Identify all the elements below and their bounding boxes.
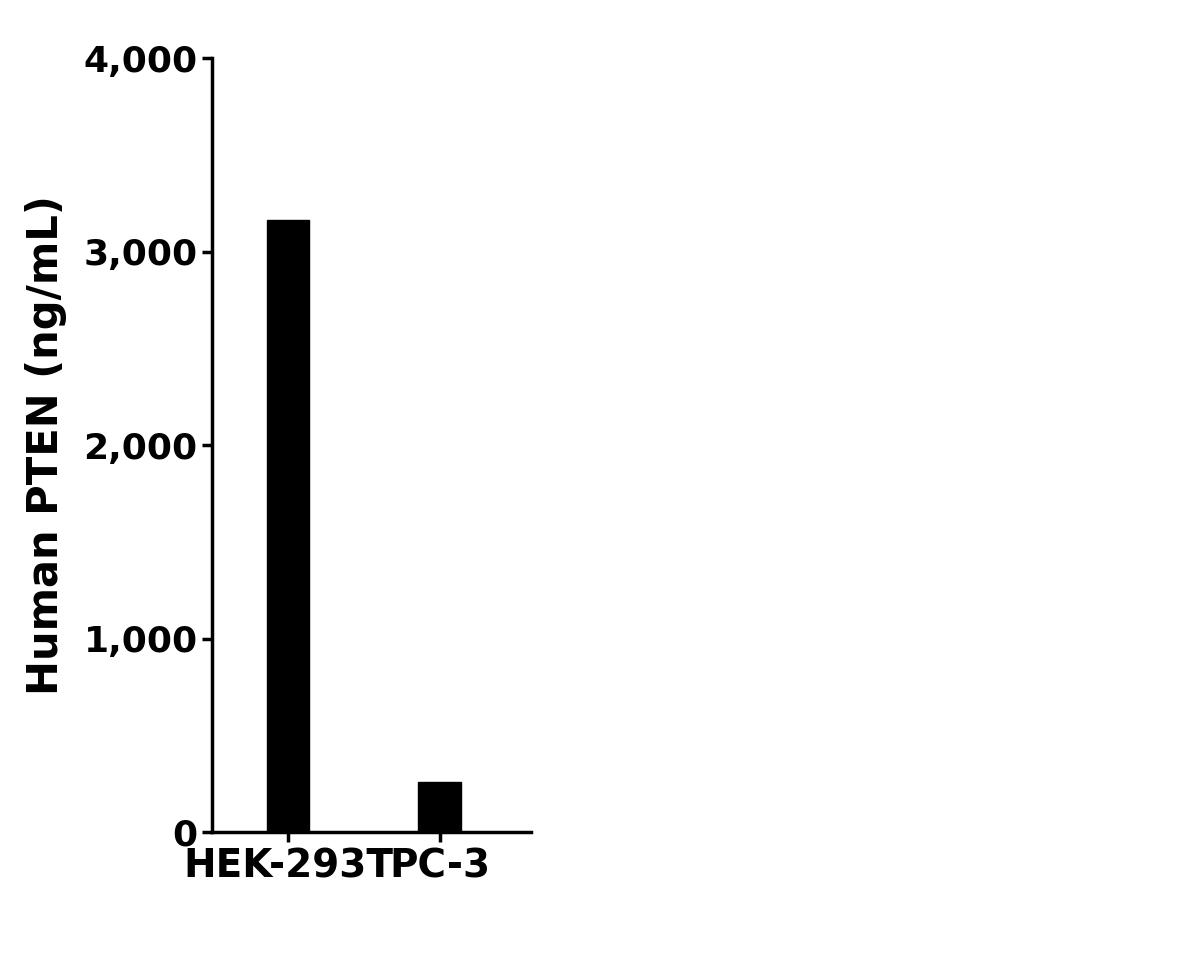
Y-axis label: Human PTEN (ng/mL): Human PTEN (ng/mL) <box>25 196 67 695</box>
Bar <box>266 220 309 832</box>
Bar <box>419 782 461 832</box>
